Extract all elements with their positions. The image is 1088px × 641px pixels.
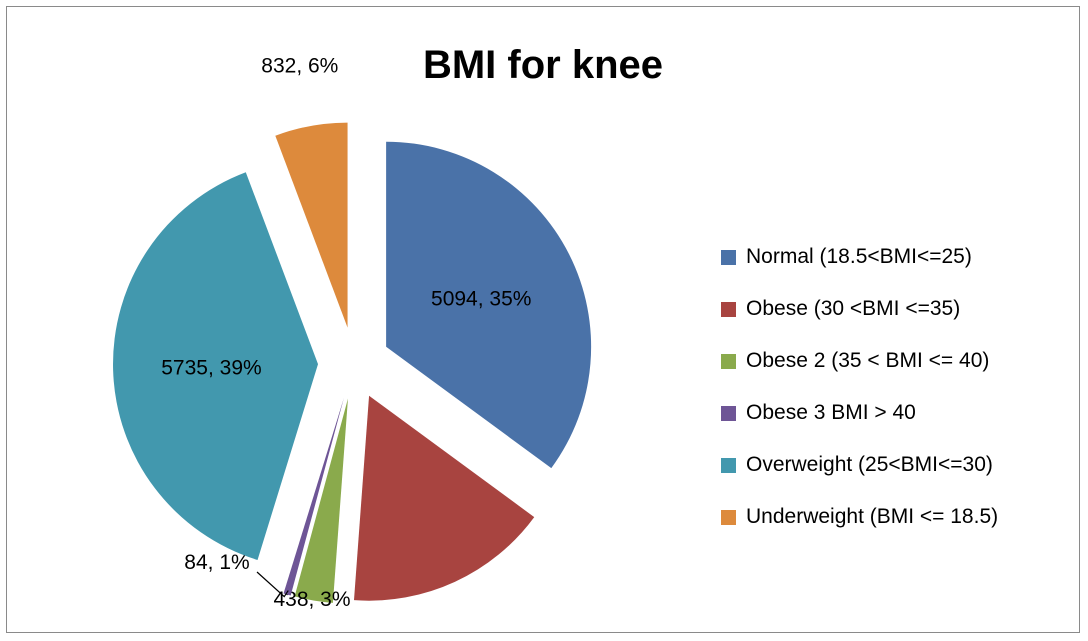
legend-label: Underweight (BMI <= 18.5) <box>746 505 999 528</box>
legend-swatch <box>721 353 736 369</box>
legend-swatch <box>721 509 736 525</box>
data-label: 5735, 39% <box>161 356 261 379</box>
legend-item: Normal (18.5<BMI<=25) <box>721 231 998 283</box>
legend-item: Obese (30 <BMI <=35) <box>721 283 998 335</box>
legend-label: Overweight (25<BMI<=30) <box>746 453 993 476</box>
pie-slice <box>275 122 348 328</box>
chart-title: BMI for knee <box>422 43 664 87</box>
legend-item: Underweight (BMI <= 18.5) <box>721 491 998 543</box>
legend-swatch <box>721 249 736 265</box>
legend-swatch <box>721 457 736 473</box>
chart-frame: BMI for knee 5094, 35% 2335, 16% 438, 3% 84… <box>6 6 1080 634</box>
data-label: 84, 1% <box>184 551 249 574</box>
legend-swatch <box>721 301 736 317</box>
data-label: 438, 3% <box>273 588 350 611</box>
legend-label: Obese (30 <BMI <=35) <box>746 297 961 320</box>
legend-label: Normal (18.5<BMI<=25) <box>746 245 972 268</box>
pie-slice <box>294 398 348 603</box>
pie-slice <box>353 395 535 601</box>
pie-slice <box>386 141 592 469</box>
legend-item: Overweight (25<BMI<=30) <box>721 439 998 491</box>
chart-legend: Normal (18.5<BMI<=25) Obese (30 <BMI <=35… <box>721 231 998 543</box>
data-label: 5094, 35% <box>431 288 531 311</box>
leader-line <box>256 571 289 598</box>
legend-item: Obese 2 (35 < BMI <= 40) <box>721 335 998 387</box>
pie-slice <box>113 172 319 560</box>
pie-slice <box>283 397 345 596</box>
legend-label: Obese 3 BMI > 40 <box>746 401 916 424</box>
data-label: 832, 6% <box>261 54 338 77</box>
legend-label: Obese 2 (35 < BMI <= 40) <box>746 349 990 372</box>
legend-swatch <box>721 405 736 421</box>
legend-item: Obese 3 BMI > 40 <box>721 387 998 439</box>
pie-chart: 5094, 35% 2335, 16% 438, 3% 84, 1% 5735, 39%… <box>113 54 592 634</box>
data-label: 2335, 16% <box>432 630 532 634</box>
